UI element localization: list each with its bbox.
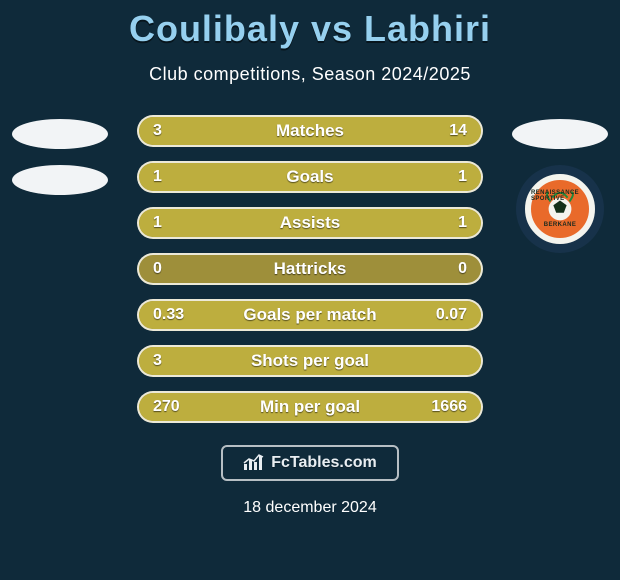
stat-row: 00Hattricks (137, 253, 483, 285)
right-team-crest: RENAISSANCE SPORTIVE BERKANE (516, 165, 604, 253)
right-logos: RENAISSANCE SPORTIVE BERKANE (512, 119, 608, 253)
page-title: Coulibaly vs Labhiri (0, 8, 620, 50)
content-area: RENAISSANCE SPORTIVE BERKANE 314Matches 1… (0, 115, 620, 517)
watermark-text: FcTables.com (271, 454, 377, 472)
stat-label: Goals (139, 163, 481, 191)
stat-row: 2701666Min per goal (137, 391, 483, 423)
left-team-logo-2 (12, 165, 108, 195)
crest-inner: RENAISSANCE SPORTIVE BERKANE (525, 174, 595, 244)
stat-label: Hattricks (139, 255, 481, 283)
comparison-card: Coulibaly vs Labhiri Club competitions, … (0, 0, 620, 580)
subtitle: Club competitions, Season 2024/2025 (0, 64, 620, 85)
stat-label: Matches (139, 117, 481, 145)
bar-chart-icon (243, 454, 265, 472)
stat-label: Goals per match (139, 301, 481, 329)
stat-label: Assists (139, 209, 481, 237)
stat-row: 0.330.07Goals per match (137, 299, 483, 331)
stat-row: 3Shots per goal (137, 345, 483, 377)
date-text: 18 december 2024 (0, 499, 620, 517)
stat-row: 314Matches (137, 115, 483, 147)
stat-row: 11Assists (137, 207, 483, 239)
left-logos (12, 119, 108, 195)
stat-label: Min per goal (139, 393, 481, 421)
watermark-box: FcTables.com (221, 445, 399, 481)
crest-text-top: RENAISSANCE SPORTIVE (531, 190, 589, 202)
right-team-logo-1 (512, 119, 608, 149)
left-team-logo-1 (12, 119, 108, 149)
comparison-bars: 314Matches 11Goals 11Assists 00Hattricks 0.3… (137, 115, 483, 423)
crest-text-bottom: BERKANE (544, 222, 576, 228)
stat-label: Shots per goal (139, 347, 481, 375)
stat-row: 11Goals (137, 161, 483, 193)
